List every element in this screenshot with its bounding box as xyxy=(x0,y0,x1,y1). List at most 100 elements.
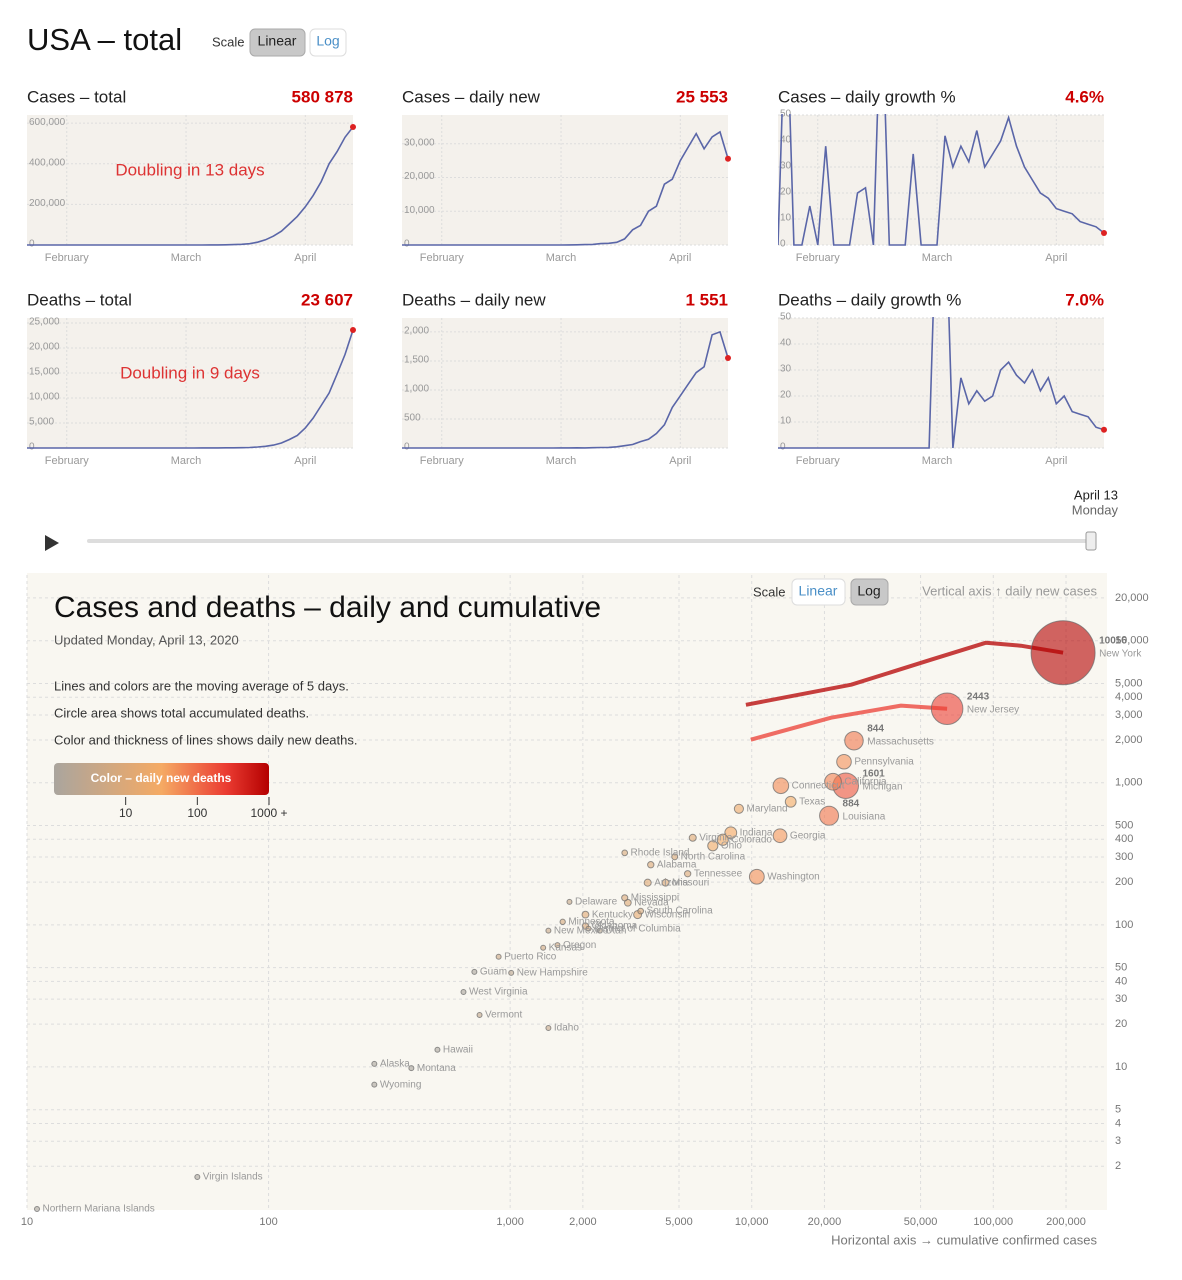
state-label: Arizona xyxy=(654,877,688,888)
y-tick-label: 100 xyxy=(1115,919,1133,931)
state-label: Washington xyxy=(767,871,819,882)
state-bubble xyxy=(688,833,697,842)
y-tick-label: 200,000 xyxy=(29,198,66,209)
scale-button-log[interactable] xyxy=(309,28,347,57)
scale-button-log-label[interactable]: Log xyxy=(316,33,339,49)
y-tick-label: 20 xyxy=(780,187,792,198)
chart-title: Cases – total xyxy=(27,87,126,106)
y-tick-label: 20,000 xyxy=(29,342,60,353)
note: Circle area shows total accumulated deat… xyxy=(54,705,309,720)
y-tick-label: 2,000 xyxy=(1115,734,1143,746)
state-label: Pennsylvania xyxy=(854,756,914,767)
state-bubble xyxy=(596,927,603,934)
note: Color and thickness of lines shows daily… xyxy=(54,732,358,747)
y-tick-label: 5,000 xyxy=(29,417,54,428)
x-tick-label: February xyxy=(420,252,465,264)
chart-title: Deaths – daily growth % xyxy=(778,290,961,309)
scale-button-linear[interactable] xyxy=(249,28,306,57)
plot-background xyxy=(27,115,353,245)
x-tick-label: March xyxy=(922,252,953,264)
state-bubble xyxy=(508,969,515,976)
state-label: California xyxy=(844,776,887,787)
state-label: North Carolina xyxy=(681,851,746,862)
x-tick-label: February xyxy=(420,455,465,467)
y-tick-label: 0 xyxy=(29,239,35,250)
last-point xyxy=(350,326,356,333)
state-bubble xyxy=(671,853,679,861)
state-bubble xyxy=(707,840,719,852)
state-bubble xyxy=(371,1081,378,1088)
last-point xyxy=(725,155,731,162)
state-bubble xyxy=(545,927,552,934)
state-label: Delaware xyxy=(575,897,618,908)
chart-title: Cases – daily growth % xyxy=(778,87,956,106)
scale-button-log-label[interactable]: Log xyxy=(857,583,880,599)
state-label: Massachusetts xyxy=(867,736,934,747)
y-tick-label: 2,000 xyxy=(404,326,429,337)
scale-button-linear-label[interactable]: Linear xyxy=(258,33,297,49)
y-tick-label: 40 xyxy=(780,338,792,349)
state-label: Minnesota xyxy=(568,916,615,927)
series-line xyxy=(402,330,728,449)
plot-background xyxy=(402,115,728,245)
y-tick-label: 1,000 xyxy=(1115,777,1143,789)
y-tick-label: 50 xyxy=(780,312,792,323)
colorbar xyxy=(54,763,269,795)
y-tick-label: 10 xyxy=(780,416,792,427)
state-label: Kansas xyxy=(549,942,582,953)
x-tick-label: 1,000 xyxy=(496,1216,524,1228)
state-label: Hawaii xyxy=(443,1044,473,1055)
x-tick-label: March xyxy=(171,252,202,264)
x-tick-label: April xyxy=(294,252,316,264)
slider-date: April 13 xyxy=(1074,487,1118,502)
y-tick-label: 10 xyxy=(1115,1061,1127,1073)
deaths-label: 884 xyxy=(843,798,860,809)
x-tick-label: 2,000 xyxy=(569,1216,597,1228)
x-tick-label: February xyxy=(796,455,841,467)
last-point xyxy=(1101,426,1107,433)
y-tick-label: 0 xyxy=(780,442,786,453)
slider-weekday: Monday xyxy=(1072,502,1119,517)
y-tick-label: 40 xyxy=(1115,975,1127,987)
y-tick-label: 4 xyxy=(1115,1117,1121,1129)
deaths-label: 2443 xyxy=(967,691,990,702)
y-tick-label: 0 xyxy=(404,239,410,250)
page-title: USA – total xyxy=(27,22,182,57)
state-bubble xyxy=(647,861,655,869)
colorbar-tick-label: 10 xyxy=(119,806,133,820)
y-tick-label: 30,000 xyxy=(404,137,435,148)
y-tick-label: 50 xyxy=(1115,962,1127,974)
state-label: Idaho xyxy=(554,1023,579,1034)
headline-value: 580 878 xyxy=(292,87,353,106)
state-label: Alaska xyxy=(380,1059,410,1070)
x-tick-label: 10 xyxy=(21,1216,33,1228)
deaths-label: 844 xyxy=(867,723,884,734)
y-tick-label: 4,000 xyxy=(1115,691,1143,703)
play-button[interactable] xyxy=(45,535,59,551)
y-tick-label: 10,000 xyxy=(1115,635,1149,647)
y-tick-label: 30 xyxy=(1115,993,1127,1005)
x-tick-label: 100 xyxy=(259,1216,277,1228)
x-axis-note: Horizontal axis → cumulative confirmed c… xyxy=(831,1232,1097,1247)
scale-button-linear-label[interactable]: Linear xyxy=(799,583,838,599)
state-label: Ohio xyxy=(721,840,743,851)
y-tick-label: 25,000 xyxy=(29,317,60,328)
state-bubble xyxy=(495,953,502,960)
scale-button-linear[interactable] xyxy=(791,578,846,606)
y-tick-label: 15,000 xyxy=(29,367,60,378)
deaths-label: 10056 xyxy=(1099,635,1127,646)
slider-thumb[interactable] xyxy=(1085,531,1097,551)
state-bubble xyxy=(772,777,790,795)
headline-value: 25 553 xyxy=(676,87,728,106)
annotation: Doubling in 13 days xyxy=(115,160,264,179)
x-tick-label: March xyxy=(546,455,577,467)
state-label: New Hampshire xyxy=(517,968,589,979)
x-tick-label: 5,000 xyxy=(665,1216,693,1228)
scale-button-log[interactable] xyxy=(850,578,889,606)
chart-title: Cases – daily new xyxy=(402,87,541,106)
state-bubble xyxy=(683,870,692,878)
state-label: Wyoming xyxy=(380,1079,422,1090)
state-bubble xyxy=(559,918,566,926)
y-tick-label: 2 xyxy=(1115,1160,1121,1172)
